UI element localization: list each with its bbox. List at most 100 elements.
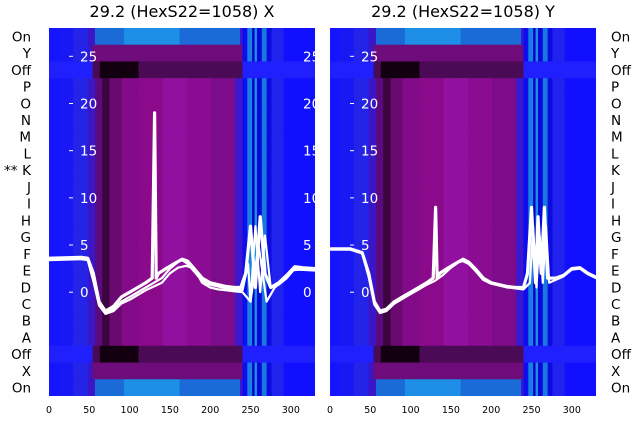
heatmap-cell	[99, 128, 103, 146]
heatmap-cell	[157, 212, 161, 230]
heatmap-cell	[92, 61, 96, 79]
heatmap-cell	[395, 345, 399, 364]
heatmap-cell	[419, 212, 423, 230]
heatmap-cell	[388, 111, 392, 129]
heatmap-cell	[218, 228, 222, 247]
heatmap-cell	[414, 78, 418, 96]
heatmap-cell	[242, 212, 246, 230]
heatmap-cell	[94, 329, 98, 347]
heatmap-cell	[61, 329, 65, 347]
heatmap-cell	[383, 278, 387, 297]
heatmap-cell	[186, 28, 190, 46]
heatmap-cell	[240, 28, 244, 46]
heatmap-cell	[49, 195, 53, 213]
heatmap-cell	[126, 312, 130, 330]
heatmap-cell	[388, 44, 392, 63]
heatmap-cell	[566, 145, 570, 163]
heatmap-cell	[562, 278, 566, 297]
heatmap-cell	[516, 312, 520, 330]
heatmap-cell	[80, 212, 84, 230]
heatmap-cell	[441, 212, 445, 230]
heatmap-cell	[467, 44, 471, 63]
heatmap-cell	[554, 28, 558, 46]
heatmap-cell	[576, 329, 580, 347]
heatmap-cell	[470, 278, 474, 297]
heatmap-cell	[458, 111, 462, 129]
heatmap-cell	[552, 245, 556, 263]
heatmap-cell	[167, 44, 171, 63]
heatmap-cell	[240, 178, 244, 196]
heatmap-cell	[342, 278, 346, 297]
heatmap-cell	[189, 161, 193, 180]
heatmap-cell	[283, 212, 287, 230]
heatmap-cell	[441, 245, 445, 263]
heatmap-cell	[479, 212, 483, 230]
heatmap-cell	[140, 245, 144, 263]
heatmap-cell	[504, 295, 508, 313]
heatmap-cell	[288, 111, 292, 129]
heatmap-cell	[68, 195, 72, 213]
heatmap-cell	[99, 379, 103, 396]
heatmap-cell	[463, 61, 467, 79]
heatmap-cell	[334, 111, 338, 129]
heatmap-cell	[404, 379, 408, 396]
heatmap-cell	[337, 379, 341, 396]
heatmap-cell	[351, 78, 355, 96]
heatmap-cell	[530, 128, 534, 146]
heatmap-cell	[354, 78, 358, 96]
heatmap-cell	[182, 94, 186, 113]
heatmap-cell	[337, 111, 341, 129]
heatmap-cell	[409, 245, 413, 263]
heatmap-cell	[499, 111, 503, 129]
x-tick-label: 50	[83, 405, 95, 416]
heatmap-cell	[492, 178, 496, 196]
heatmap-cell	[516, 245, 520, 263]
heatmap-cell	[484, 278, 488, 297]
heatmap-cell	[479, 111, 483, 129]
heatmap-cell	[458, 145, 462, 163]
heatmap-cell	[400, 362, 404, 380]
heatmap-cell	[492, 78, 496, 96]
heatmap-cell	[586, 212, 590, 230]
heatmap-cell	[269, 28, 273, 46]
x-tick-labels: 0 50 100 150 200 250 300	[46, 405, 300, 416]
heatmap-cell	[94, 44, 98, 63]
heatmap-cell	[417, 195, 421, 213]
heatmap-cell	[448, 94, 452, 113]
heatmap-cell	[157, 145, 161, 163]
heatmap-cell	[487, 178, 491, 196]
heatmap-cell	[99, 61, 103, 79]
row-label: D	[611, 280, 621, 296]
heatmap-cell	[501, 262, 505, 280]
heatmap-cell	[419, 345, 423, 364]
heatmap-cell	[458, 295, 462, 313]
heatmap-cell	[453, 345, 457, 364]
heatmap-cell	[58, 212, 62, 230]
heatmap-cell	[215, 228, 219, 247]
heatmap-cell	[300, 212, 304, 230]
heatmap-cell	[247, 128, 251, 146]
heatmap-cell	[380, 262, 384, 280]
heatmap-cell	[537, 345, 541, 364]
heatmap-cell	[264, 345, 268, 364]
heatmap-cell	[542, 329, 546, 347]
heatmap-cell	[521, 195, 525, 213]
heatmap-cell	[273, 145, 277, 163]
heatmap-cell	[150, 128, 154, 146]
heatmap-cell	[312, 195, 315, 213]
heatmap-cell	[438, 161, 442, 180]
heatmap-cell	[293, 228, 297, 247]
heatmap-cell	[215, 44, 219, 63]
heatmap-cell	[458, 128, 462, 146]
heatmap-cell	[310, 178, 314, 196]
heatmap-cell	[293, 44, 297, 63]
heatmap-cell	[184, 28, 188, 46]
heatmap-cell	[385, 28, 389, 46]
heatmap-cell	[172, 362, 176, 380]
heatmap-cell	[460, 78, 464, 96]
heatmap-cell	[330, 345, 334, 364]
heatmap-cell	[307, 61, 311, 79]
heatmap-cell	[562, 94, 566, 113]
heatmap-cell	[169, 379, 173, 396]
heatmap-cell	[90, 329, 94, 347]
